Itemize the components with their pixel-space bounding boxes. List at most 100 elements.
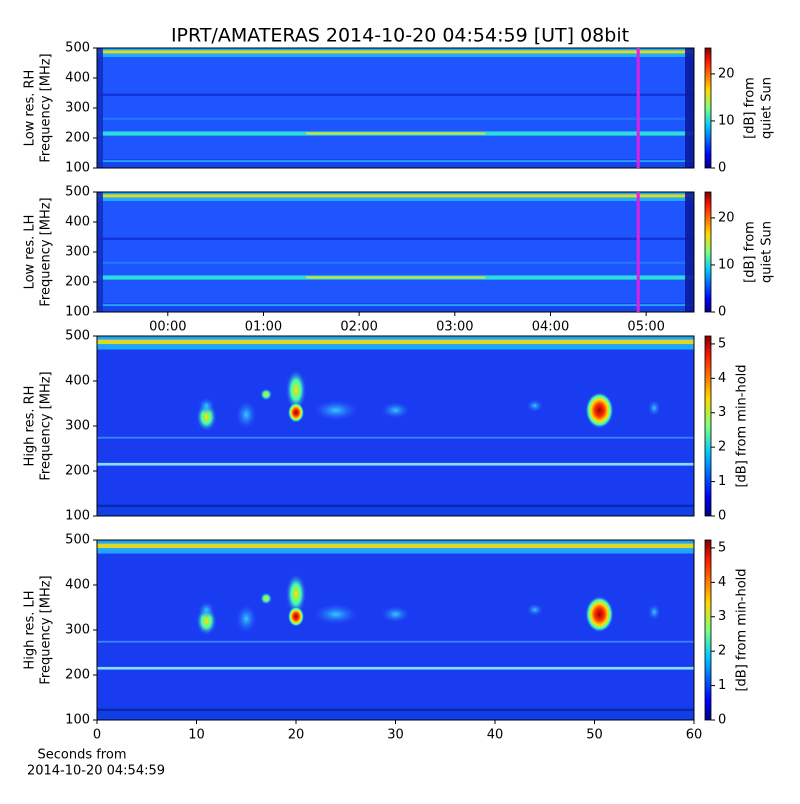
y-tick-label: 500	[65, 329, 90, 344]
y-tick-label: 100	[65, 305, 90, 320]
colorbar-label: [dB] from min-hold	[735, 364, 750, 487]
x-tick-label: 02:00	[340, 320, 377, 335]
spectrogram-burst	[286, 574, 306, 614]
colorbar-label: quiet Sun	[760, 221, 775, 283]
x-axis-label: 2014-10-20 04:54:59	[27, 764, 165, 779]
spectrogram-band	[97, 666, 694, 670]
y-axis-label: Frequency [MHz]	[39, 197, 54, 306]
spectrogram-burst	[313, 400, 358, 421]
spectrogram-burst	[260, 592, 273, 605]
colorbar-tick-label: 5	[718, 540, 726, 555]
colorbar-tick-label: 20	[718, 210, 735, 225]
spectrogram-band	[97, 50, 694, 54]
spectrogram-burst	[648, 400, 661, 416]
y-tick-label: 200	[65, 275, 90, 290]
colorbar-label: [dB] from min-hold	[735, 568, 750, 691]
y-tick-label: 400	[65, 374, 90, 389]
y-tick-label: 300	[65, 623, 90, 638]
colorbar-tick-label: 2	[718, 440, 726, 455]
y-tick-label: 500	[65, 533, 90, 548]
x-tick-label: 01:00	[245, 320, 282, 335]
spectrogram-background	[97, 192, 694, 312]
x-tick-label: 50	[586, 728, 603, 743]
spectrogram-burst	[381, 402, 410, 419]
y-axis-label: Frequency [MHz]	[39, 53, 54, 162]
spectrogram-band	[97, 339, 694, 345]
y-tick-label: 200	[65, 668, 90, 683]
colorbar-tick-label: 4	[718, 371, 726, 386]
spectrogram-burst	[260, 388, 273, 401]
colorbar-tick-label: 5	[718, 336, 726, 351]
spectrogram-band	[97, 502, 694, 516]
figure-title: IPRT/AMATERAS 2014-10-20 04:54:59 [UT] 0…	[171, 25, 629, 47]
y-tick-label: 200	[65, 464, 90, 479]
y-axis-label: Low res. LH	[23, 215, 38, 290]
y-axis-label: Frequency [MHz]	[39, 575, 54, 684]
colorbar-tick-label: 3	[718, 609, 726, 624]
y-axis-label: Low res. RH	[23, 70, 38, 147]
spectrogram-burst	[585, 596, 614, 633]
spectrogram-band	[97, 117, 694, 120]
spectrogram-band	[97, 504, 694, 507]
y-tick-label: 300	[65, 101, 90, 116]
spectrogram-band	[97, 159, 694, 168]
spectrogram-burst	[198, 601, 215, 618]
colorbar-tick-label: 0	[718, 305, 726, 320]
y-tick-label: 400	[65, 71, 90, 86]
spectrogram-burst	[648, 604, 661, 620]
y-tick-label: 100	[65, 161, 90, 176]
colorbar	[704, 539, 712, 721]
colorbar-tick-label: 20	[718, 66, 735, 81]
x-tick-label: 10	[188, 728, 205, 743]
spectrogram-band	[97, 160, 694, 162]
spectrogram-band	[97, 48, 103, 168]
spectrogram-band	[305, 132, 486, 135]
spectrogram-band	[97, 543, 694, 549]
colorbar-label: [dB] from	[743, 221, 758, 283]
spectrogram-burst	[313, 604, 358, 625]
y-tick-label: 100	[65, 509, 90, 524]
colorbar-tick-label: 3	[718, 405, 726, 420]
spectrogram-band	[685, 192, 694, 312]
y-tick-label: 200	[65, 131, 90, 146]
spectrogram-burst	[526, 603, 543, 616]
spectrogram-burst	[286, 370, 306, 410]
spectrogram-band	[97, 192, 103, 312]
x-tick-label: 40	[487, 728, 504, 743]
spectrogram-burst	[381, 606, 410, 623]
spectrogram-band	[97, 194, 694, 198]
colorbar	[704, 47, 712, 169]
spectrogram-burst	[236, 400, 257, 429]
x-tick-label: 0	[93, 728, 101, 743]
spectrogram-band	[97, 640, 694, 643]
y-tick-label: 300	[65, 419, 90, 434]
x-tick-label: 04:00	[532, 320, 569, 335]
spectrogram-band	[97, 237, 694, 240]
spectrogram-band	[97, 706, 694, 720]
colorbar-label: quiet Sun	[760, 77, 775, 139]
colorbar-tick-label: 4	[718, 575, 726, 590]
x-tick-label: 03:00	[436, 320, 473, 335]
y-tick-label: 100	[65, 713, 90, 728]
spectrogram-band	[97, 261, 694, 264]
y-tick-label: 400	[65, 578, 90, 593]
colorbar-tick-label: 2	[718, 644, 726, 659]
x-tick-label: 20	[288, 728, 305, 743]
spectrogram-band	[97, 93, 694, 96]
spectrogram-band	[97, 303, 694, 312]
y-tick-label: 500	[65, 185, 90, 200]
spectrogram-burst	[288, 606, 304, 627]
spectrogram-band	[685, 48, 694, 168]
y-axis-label: Frequency [MHz]	[39, 371, 54, 480]
colorbar-label: [dB] from	[743, 77, 758, 139]
spectrogram-burst	[526, 399, 543, 412]
x-tick-label: 30	[387, 728, 404, 743]
y-tick-label: 500	[65, 41, 90, 56]
colorbar	[704, 335, 712, 517]
colorbar-tick-label: 0	[718, 713, 726, 728]
x-tick-label: 00:00	[149, 320, 186, 335]
spectrogram-band	[97, 462, 694, 466]
colorbar-tick-label: 0	[718, 509, 726, 524]
colorbar-tick-label: 10	[718, 257, 735, 272]
